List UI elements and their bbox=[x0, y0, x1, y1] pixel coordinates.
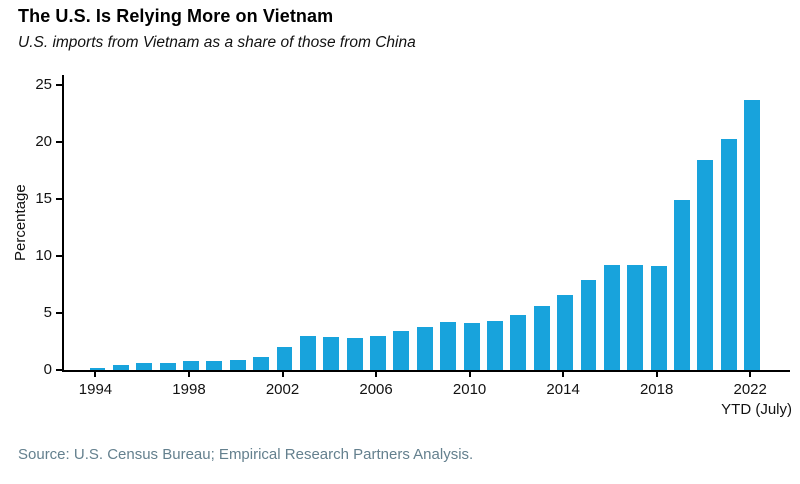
bar-1998 bbox=[183, 360, 199, 370]
bar-2021 bbox=[720, 138, 737, 370]
y-tick-mark bbox=[56, 84, 64, 87]
x-tick-mark bbox=[375, 372, 378, 377]
x-tick-label: 2006 bbox=[359, 381, 393, 398]
bar-2000 bbox=[229, 359, 246, 370]
x-tick-label: 2010 bbox=[452, 381, 487, 398]
bar-2007 bbox=[393, 331, 410, 370]
bar-2014 bbox=[557, 294, 574, 370]
bar-2013 bbox=[533, 306, 550, 370]
y-tick-label: 25 bbox=[35, 76, 52, 94]
y-tick-mark bbox=[56, 312, 64, 315]
bar-2004 bbox=[323, 336, 340, 370]
x-tick-mark bbox=[749, 372, 752, 377]
bar-1997 bbox=[159, 363, 176, 370]
bar-2018 bbox=[650, 266, 667, 370]
chart-title: The U.S. Is Relying More on Vietnam bbox=[18, 6, 334, 26]
y-axis-title: Percentage bbox=[12, 184, 29, 261]
x-tick-label: 1994 bbox=[78, 381, 113, 398]
bar-2010 bbox=[463, 323, 480, 370]
x-tick-label: 2002 bbox=[265, 381, 300, 398]
x-tick-mark bbox=[655, 372, 658, 377]
x-tick-label: 2022 bbox=[733, 381, 767, 398]
bar-2002 bbox=[276, 347, 293, 370]
y-tick-mark bbox=[56, 255, 64, 258]
bar-2020 bbox=[697, 160, 714, 370]
bar-2019 bbox=[674, 200, 690, 370]
x-axis-note: YTD (July) bbox=[721, 401, 792, 418]
bar-2016 bbox=[603, 265, 620, 370]
bar-2009 bbox=[440, 322, 457, 370]
y-tick-label: 15 bbox=[35, 190, 52, 208]
bar-2006 bbox=[370, 335, 386, 370]
source-text: Source: U.S. Census Bureau; Empirical Re… bbox=[18, 446, 474, 463]
plot-area: 0 5 10 15 20 25 bbox=[35, 75, 790, 377]
x-tick-mark bbox=[468, 372, 471, 377]
chart-subtitle: U.S. imports from Vietnam as a share of … bbox=[18, 34, 416, 51]
x-axis: YTD (July) 1994 1998 2002 2006 2010 2014 2018 2… bbox=[62, 372, 792, 432]
y-tick-label: 5 bbox=[43, 304, 52, 322]
x-tick-mark bbox=[187, 372, 190, 377]
bar-1994 bbox=[89, 367, 106, 370]
y-tick-mark bbox=[56, 141, 64, 144]
bar-2015 bbox=[580, 280, 597, 370]
bar-2011 bbox=[487, 321, 503, 370]
bar-2001 bbox=[253, 357, 270, 370]
y-tick-label: 20 bbox=[35, 133, 52, 151]
x-tick-mark bbox=[94, 372, 97, 377]
bar-2008 bbox=[416, 326, 433, 370]
bar-2012 bbox=[510, 315, 527, 370]
bar-1999 bbox=[206, 360, 223, 370]
y-tick-mark bbox=[56, 198, 64, 201]
bar-1995 bbox=[112, 365, 129, 370]
x-tick-label: 1998 bbox=[172, 381, 206, 398]
x-tick-mark bbox=[281, 372, 284, 377]
bar-1996 bbox=[136, 363, 153, 370]
bar-2003 bbox=[299, 335, 316, 370]
y-tick-label: 0 bbox=[43, 361, 52, 378]
y-tick-mark bbox=[56, 369, 64, 371]
y-tick-label: 10 bbox=[35, 247, 52, 265]
bar-2022 bbox=[744, 100, 761, 370]
x-tick-label: 2014 bbox=[546, 381, 580, 398]
x-tick-mark bbox=[562, 372, 565, 377]
x-tick-label: 2018 bbox=[639, 381, 674, 398]
bar-2005 bbox=[346, 338, 363, 370]
bar-2017 bbox=[627, 265, 644, 370]
